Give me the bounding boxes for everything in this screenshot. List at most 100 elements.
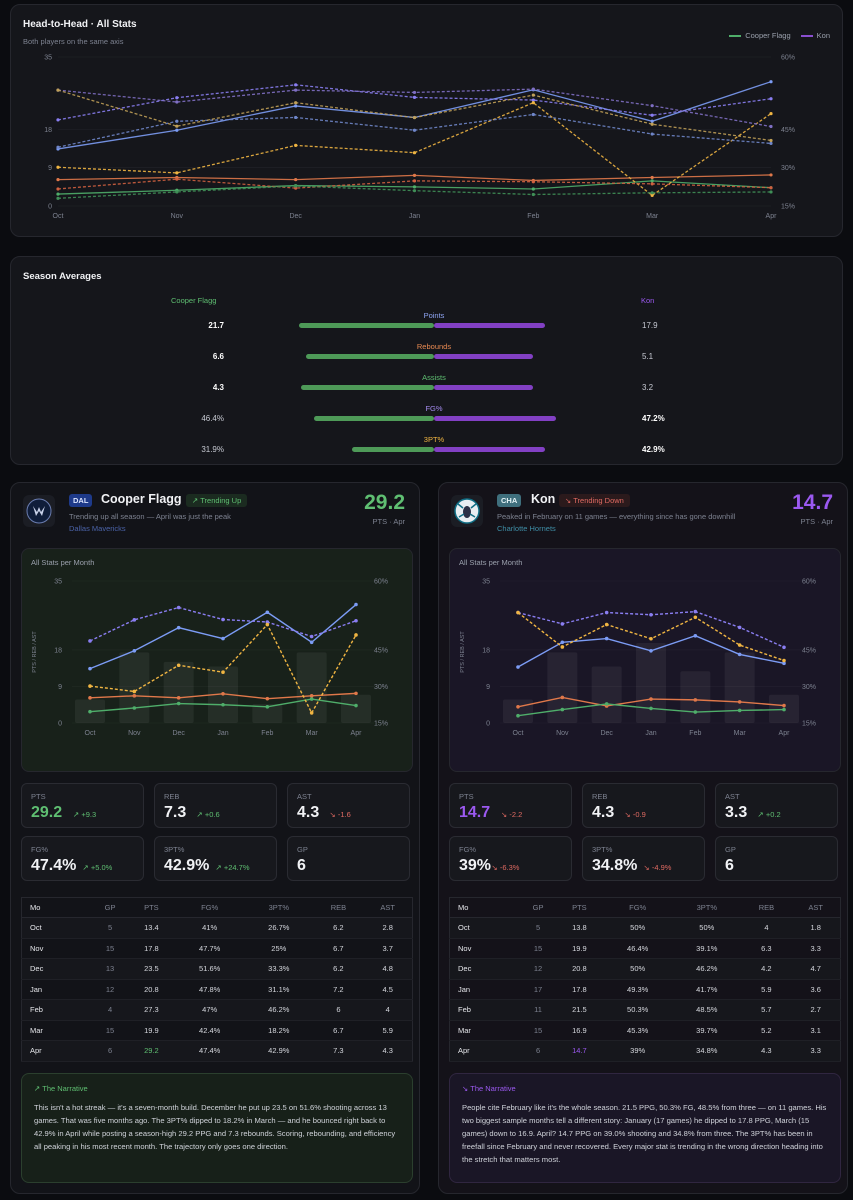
data-point	[693, 615, 698, 620]
data-point	[88, 684, 92, 688]
table-row: Nov 15 17.8 47.7% 25% 6.7 3.7	[21, 938, 413, 959]
table-cell: 47.8%	[175, 979, 245, 1000]
table-cell: 4.3	[741, 1040, 792, 1062]
table-cell: 21.5	[555, 999, 604, 1021]
average-bar-kon	[434, 416, 556, 421]
stat-delta: ↘ -4.9%	[643, 863, 672, 872]
x-tick-label: Apr	[766, 213, 778, 220]
data-point	[650, 104, 654, 108]
table-cell: 51.6%	[175, 958, 245, 980]
table-header[interactable]: REB	[741, 897, 792, 918]
table-header[interactable]: Mo	[21, 897, 93, 918]
table-header[interactable]: FG%	[175, 897, 245, 918]
data-point	[650, 182, 654, 186]
table-header[interactable]: REB	[313, 897, 364, 918]
data-point	[294, 178, 298, 182]
table-header[interactable]: AST	[791, 897, 841, 918]
table-cell: 45.3%	[603, 1020, 673, 1041]
data-point	[88, 639, 92, 643]
table-cell: 6.7	[313, 1020, 364, 1041]
data-point	[604, 622, 609, 627]
data-point	[294, 83, 298, 87]
data-point	[221, 702, 225, 707]
y-tick-label: 0	[486, 721, 490, 728]
average-value-flagg: 4.3	[212, 383, 224, 392]
monthly-chart-title: All Stats per Month	[459, 558, 523, 567]
x-tick-label: Feb	[689, 730, 701, 737]
data-point	[650, 132, 654, 136]
team-link[interactable]: Charlotte Hornets	[497, 524, 556, 533]
y2-tick-label: 60%	[374, 579, 388, 586]
table-header[interactable]: GP	[520, 897, 556, 918]
y2-tick-label: 15%	[802, 721, 816, 728]
data-point	[175, 177, 179, 181]
narrative-text: People cite February like it's the whole…	[462, 1103, 827, 1164]
table-cell: 11	[520, 999, 556, 1021]
average-stat-label: Rebounds	[416, 342, 452, 351]
data-point	[132, 706, 137, 710]
team-link[interactable]: Dallas Mavericks	[69, 524, 126, 533]
table-cell: 12	[520, 958, 556, 980]
y-tick-label: 0	[58, 721, 62, 728]
legend-item-kon[interactable]: Kon	[800, 31, 830, 40]
table-cell: 41%	[175, 917, 245, 939]
stat-box-pts: PTS 29.2 ↗ +9.3	[21, 783, 144, 828]
trend-badge: ↗ Trending Up	[186, 494, 248, 507]
data-point	[294, 101, 298, 105]
stat-label: 3PT%	[592, 845, 613, 854]
data-point	[650, 179, 654, 183]
table-cell: 46.4%	[603, 938, 673, 959]
y2-tick-label: 45%	[781, 127, 795, 134]
table-header-row: Mo GP PTS FG% 3PT% REB AST	[449, 897, 841, 918]
stat-label: GP	[297, 845, 308, 854]
games-bar	[252, 704, 283, 723]
table-cell: 6.7	[313, 938, 364, 959]
table-cell: 42.4%	[175, 1020, 245, 1041]
table-header[interactable]: PTS	[555, 897, 604, 918]
table-header[interactable]: 3PT%	[244, 897, 314, 918]
player-subline: Peaked in February on 11 games — everyth…	[497, 512, 736, 521]
table-header[interactable]: FG%	[603, 897, 673, 918]
data-point	[693, 710, 698, 714]
table-header[interactable]: Mo	[449, 897, 521, 918]
x-tick-label: Feb	[261, 730, 273, 737]
data-point	[309, 694, 314, 698]
averages-left-name: Cooper Flagg	[171, 296, 217, 305]
table-cell: 29.2	[127, 1040, 176, 1062]
average-bar-flagg	[299, 323, 434, 328]
stat-value: 6	[725, 857, 734, 874]
table-cell: 34.8%	[672, 1040, 742, 1062]
y-tick-label: 18	[44, 127, 52, 134]
legend-item-flagg[interactable]: Cooper Flagg	[729, 31, 791, 40]
x-tick-label: Jan	[217, 730, 228, 737]
table-cell: 6	[92, 1040, 128, 1062]
data-point	[56, 145, 60, 149]
table-cell: 3.3	[791, 938, 841, 959]
table-header[interactable]: AST	[363, 897, 413, 918]
data-point	[769, 138, 773, 143]
stat-delta: ↗ +9.3	[73, 810, 97, 819]
x-tick-label: Mar	[734, 730, 747, 737]
data-point	[516, 610, 520, 615]
data-point	[221, 691, 225, 696]
data-point	[650, 175, 654, 180]
table-header[interactable]: 3PT%	[672, 897, 742, 918]
averages-title: Season Averages	[23, 271, 102, 282]
table-cell: 5.9	[363, 1020, 413, 1041]
h2h-subtitle: Both players on the same axis	[23, 37, 124, 46]
y-tick-label: 35	[54, 579, 62, 586]
average-stat-label: 3PT%	[423, 435, 445, 444]
data-point	[56, 118, 60, 122]
card-cooper-flagg: DAL Cooper Flagg ↗ Trending Up Trending …	[10, 482, 420, 1194]
series-line	[517, 610, 785, 648]
data-point	[412, 128, 417, 132]
average-value-kon: 42.9%	[642, 445, 665, 454]
data-point	[531, 112, 535, 117]
legend-label-flagg: Cooper Flagg	[745, 31, 791, 40]
data-point	[175, 96, 179, 100]
stat-delta: ↘ -6.3%	[491, 863, 520, 872]
table-header[interactable]: GP	[92, 897, 128, 918]
table-header[interactable]: PTS	[127, 897, 176, 918]
table-cell: 20.8	[127, 979, 176, 1000]
y-axis-label: PTS / REB / AST	[460, 631, 466, 673]
